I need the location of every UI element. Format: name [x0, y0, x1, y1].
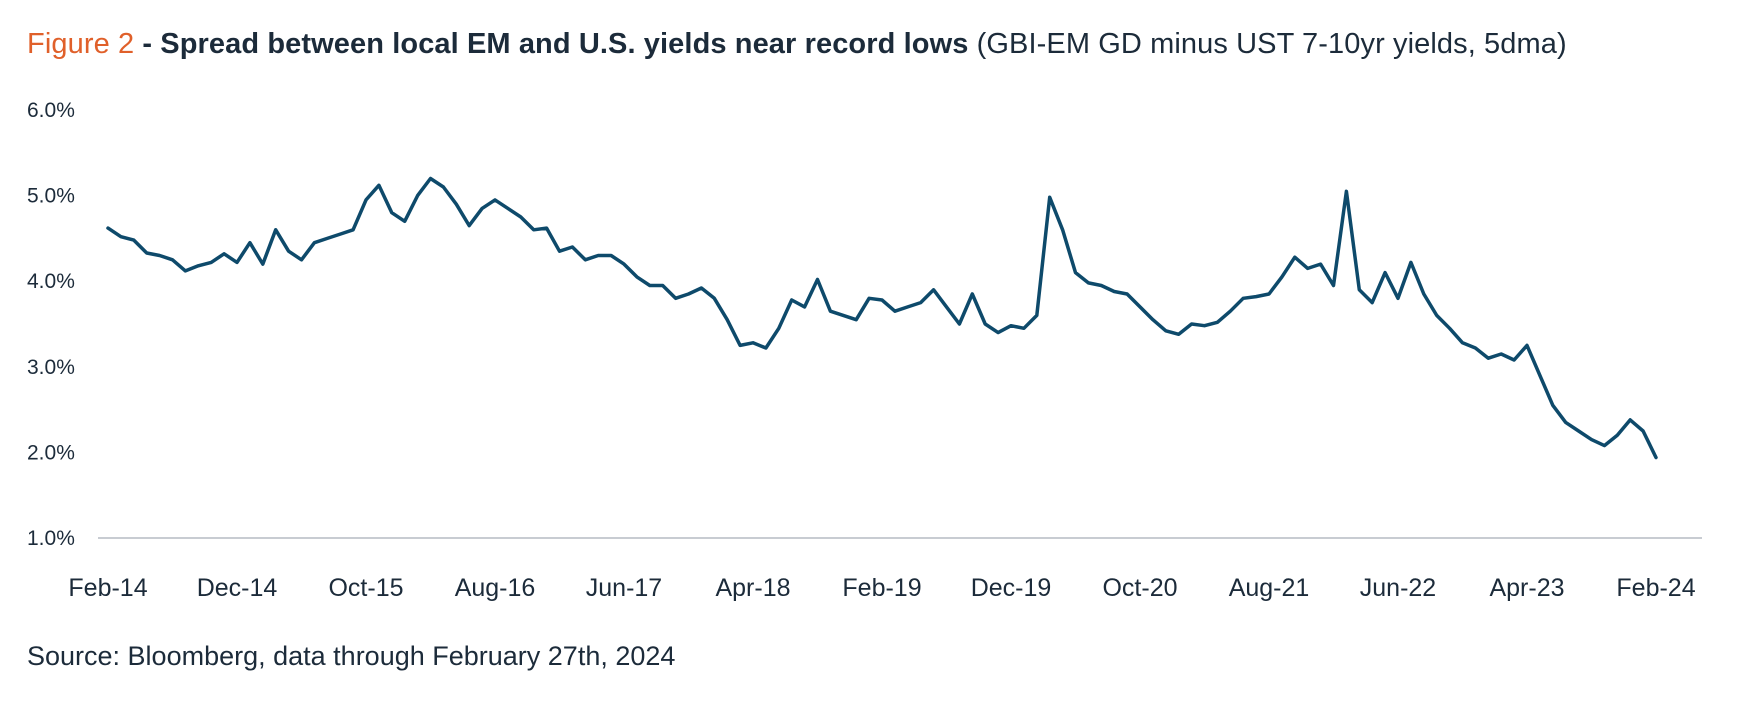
x-tick-label: Oct-20 — [1102, 574, 1177, 602]
chart-title: Figure 2 - Spread between local EM and U… — [27, 28, 1567, 61]
x-tick-label: Feb-19 — [842, 574, 921, 602]
y-tick-label: 6.0% — [27, 99, 75, 122]
x-tick-label: Dec-19 — [971, 574, 1052, 602]
x-tick-label: Oct-15 — [328, 574, 403, 602]
figure-label: Figure 2 — [27, 28, 135, 60]
x-tick-label: Aug-21 — [1229, 574, 1310, 602]
x-tick-label: Jun-17 — [586, 574, 662, 602]
title-subtitle: (GBI-EM GD minus UST 7-10yr yields, 5dma… — [968, 28, 1567, 60]
title-separator: - — [134, 28, 161, 60]
y-tick-label: 2.0% — [27, 441, 75, 464]
y-tick-label: 4.0% — [27, 270, 75, 293]
y-tick-label: 5.0% — [27, 185, 75, 208]
x-tick-label: Aug-16 — [455, 574, 536, 602]
x-tick-label: Jun-22 — [1360, 574, 1436, 602]
x-tick-label: Apr-18 — [715, 574, 790, 602]
x-tick-label: Feb-24 — [1616, 574, 1695, 602]
x-tick-label: Feb-14 — [68, 574, 147, 602]
line-chart: 6.0% 5.0% 4.0% 3.0% 2.0% 1.0% Feb-14 Dec-14 Oct-… — [27, 99, 1702, 602]
y-tick-label: 1.0% — [27, 527, 75, 550]
x-tick-label: Apr-23 — [1489, 574, 1564, 602]
spread-series-line — [106, 176, 1658, 460]
title-main: Spread between local EM and U.S. yields … — [160, 28, 969, 60]
source-note: Source: Bloomberg, data through February… — [27, 641, 676, 671]
y-tick-label: 3.0% — [27, 356, 75, 379]
x-tick-label: Dec-14 — [197, 574, 278, 602]
